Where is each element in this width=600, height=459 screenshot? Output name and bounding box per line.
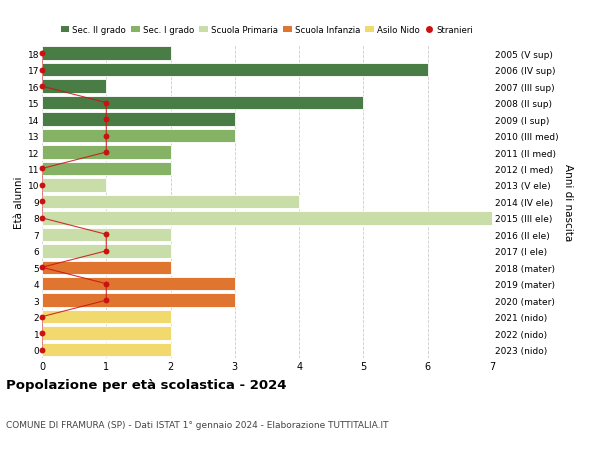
Point	[37, 313, 47, 321]
Bar	[42, 228, 170, 241]
Point	[101, 133, 111, 140]
Bar	[42, 310, 170, 324]
Point	[101, 247, 111, 255]
Bar	[42, 294, 235, 307]
Point	[101, 100, 111, 107]
Bar	[42, 64, 428, 77]
Point	[101, 231, 111, 239]
Bar	[42, 327, 170, 340]
Point	[37, 346, 47, 353]
Bar	[42, 343, 170, 357]
Point	[37, 83, 47, 90]
Point	[101, 149, 111, 157]
Bar	[42, 195, 299, 209]
Point	[37, 50, 47, 58]
Point	[37, 330, 47, 337]
Bar	[42, 47, 170, 61]
Bar	[42, 277, 235, 291]
Bar	[42, 162, 170, 176]
Text: COMUNE DI FRAMURA (SP) - Dati ISTAT 1° gennaio 2024 - Elaborazione TUTTITALIA.IT: COMUNE DI FRAMURA (SP) - Dati ISTAT 1° g…	[6, 420, 389, 429]
Text: Popolazione per età scolastica - 2024: Popolazione per età scolastica - 2024	[6, 379, 287, 392]
Point	[37, 165, 47, 173]
Bar	[42, 129, 235, 143]
Y-axis label: Età alunni: Età alunni	[14, 176, 23, 228]
Point	[37, 182, 47, 189]
Bar	[42, 146, 170, 159]
Point	[101, 297, 111, 304]
Bar	[42, 245, 170, 258]
Point	[37, 264, 47, 271]
Bar	[42, 261, 170, 274]
Bar	[42, 97, 364, 110]
Bar	[42, 179, 106, 192]
Point	[37, 215, 47, 222]
Point	[37, 198, 47, 206]
Point	[37, 67, 47, 74]
Point	[101, 116, 111, 123]
Y-axis label: Anni di nascita: Anni di nascita	[563, 163, 572, 241]
Bar	[42, 212, 492, 225]
Legend: Sec. II grado, Sec. I grado, Scuola Primaria, Scuola Infanzia, Asilo Nido, Stran: Sec. II grado, Sec. I grado, Scuola Prim…	[61, 26, 473, 35]
Bar	[42, 80, 106, 94]
Bar	[42, 113, 235, 127]
Point	[101, 280, 111, 288]
